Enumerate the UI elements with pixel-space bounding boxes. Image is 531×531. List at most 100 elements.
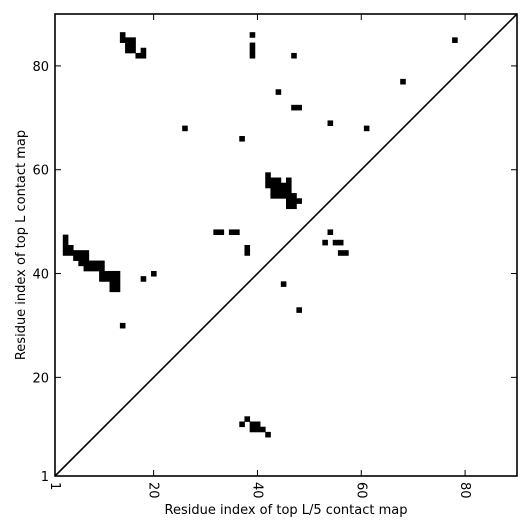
contact-cell bbox=[151, 270, 157, 277]
contact-cell bbox=[265, 431, 271, 438]
contact-cell bbox=[135, 52, 142, 59]
contact-cell bbox=[104, 270, 110, 277]
x-tick-label: 1 bbox=[47, 482, 62, 490]
contact-cell bbox=[286, 203, 292, 210]
y-axis-label: Residue index of top L contact map bbox=[14, 130, 29, 360]
contact-cell bbox=[275, 182, 282, 189]
contact-cell bbox=[83, 250, 90, 256]
contact-cell bbox=[249, 42, 256, 49]
contact-cell bbox=[400, 78, 406, 85]
contact-cell bbox=[130, 37, 136, 43]
contact-cell bbox=[280, 193, 287, 199]
contact-cell bbox=[93, 260, 100, 267]
contact-cell bbox=[73, 250, 79, 256]
y-tick-label: 1 bbox=[41, 470, 49, 485]
contact-cell bbox=[67, 250, 74, 256]
contact-cell bbox=[78, 260, 84, 267]
contact-cell bbox=[270, 193, 277, 199]
contact-cell bbox=[270, 182, 277, 189]
contact-cell bbox=[99, 270, 105, 277]
contact-cell bbox=[218, 229, 225, 236]
contact-cell bbox=[286, 182, 292, 189]
contact-cell bbox=[119, 322, 126, 329]
contact-cell bbox=[286, 187, 292, 194]
contact-cell bbox=[130, 47, 136, 54]
contact-cell bbox=[213, 229, 219, 236]
contact-cell bbox=[280, 281, 287, 287]
contact-cell bbox=[228, 229, 235, 236]
x-tick-label: 20 bbox=[146, 482, 161, 499]
x-tick-label: 80 bbox=[457, 482, 472, 499]
contact-cell bbox=[114, 286, 121, 293]
contact-cell bbox=[182, 125, 188, 132]
contact-cell bbox=[270, 177, 277, 184]
axis-ticks: 1 20 40 60 80 1 20 40 60 80 bbox=[32, 14, 517, 499]
contact-cell bbox=[114, 276, 121, 282]
contact-cell bbox=[280, 187, 287, 194]
contact-cell bbox=[109, 270, 116, 277]
contact-cell bbox=[104, 276, 110, 282]
contact-cell bbox=[62, 234, 69, 241]
contact-cell bbox=[99, 260, 105, 267]
contact-cell bbox=[270, 187, 277, 194]
contact-cell bbox=[275, 177, 282, 184]
contact-cell bbox=[337, 250, 344, 256]
contact-cell bbox=[62, 245, 69, 251]
contact-cell bbox=[249, 52, 256, 59]
contact-cell bbox=[78, 250, 84, 256]
contact-cell bbox=[62, 250, 69, 256]
contact-cell bbox=[99, 265, 105, 272]
contact-cell bbox=[286, 177, 292, 184]
contact-cell bbox=[109, 286, 116, 293]
contact-cell bbox=[78, 255, 84, 261]
contact-cell bbox=[73, 255, 79, 261]
contact-cell bbox=[291, 52, 297, 59]
contact-cell bbox=[249, 32, 256, 38]
contact-cell bbox=[291, 193, 297, 199]
contact-cell bbox=[291, 104, 297, 111]
contact-cell bbox=[286, 193, 292, 199]
contact-cell bbox=[249, 421, 256, 428]
contact-cell bbox=[343, 250, 349, 256]
contact-cell bbox=[119, 37, 126, 43]
contact-cell bbox=[244, 245, 251, 251]
contact-cell bbox=[254, 426, 261, 433]
contact-cell bbox=[125, 47, 131, 54]
contact-cell bbox=[130, 42, 136, 49]
contact-cell bbox=[327, 120, 334, 127]
contact-cell bbox=[249, 47, 256, 54]
contact-cell bbox=[280, 182, 287, 189]
contact-cell bbox=[114, 281, 121, 287]
contact-cell bbox=[291, 203, 297, 210]
contact-cell bbox=[265, 182, 271, 189]
contact-cell bbox=[119, 32, 126, 38]
contact-cell bbox=[244, 250, 251, 256]
contact-cell bbox=[67, 245, 74, 251]
contact-cells bbox=[62, 32, 458, 438]
contact-cell bbox=[337, 239, 344, 246]
contact-cell bbox=[265, 177, 271, 184]
contact-cell bbox=[265, 172, 271, 178]
contact-cell bbox=[88, 265, 95, 272]
contact-cell bbox=[83, 260, 90, 267]
contact-cell bbox=[327, 229, 334, 236]
contact-cell bbox=[322, 239, 328, 246]
contact-cell bbox=[114, 270, 121, 277]
y-tick-label: 20 bbox=[32, 371, 49, 386]
contact-cell bbox=[93, 265, 100, 272]
contact-cell bbox=[234, 229, 240, 236]
contact-cell bbox=[109, 281, 116, 287]
contact-cell bbox=[275, 187, 282, 194]
contact-cell bbox=[275, 89, 282, 95]
contact-cell bbox=[83, 255, 90, 261]
contact-cell bbox=[244, 416, 251, 422]
contact-cell bbox=[296, 307, 302, 313]
contact-cell bbox=[88, 260, 95, 267]
contact-cell bbox=[452, 37, 458, 43]
contact-cell bbox=[125, 42, 131, 49]
plot-frame bbox=[54, 13, 518, 477]
contact-cell bbox=[249, 426, 256, 433]
contact-cell bbox=[260, 426, 266, 433]
contact-cell bbox=[99, 276, 105, 282]
